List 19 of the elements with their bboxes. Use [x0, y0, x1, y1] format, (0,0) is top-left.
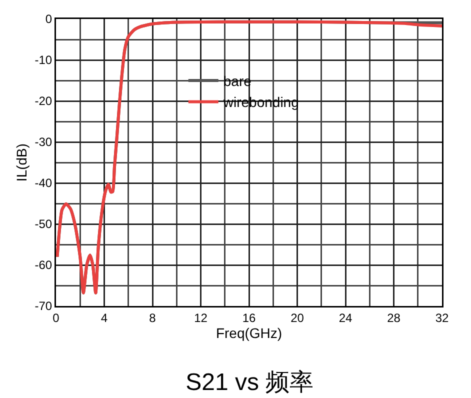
y-tick-label: -20	[34, 94, 52, 108]
x-tick-label: 20	[290, 310, 304, 325]
y-tick-label: -40	[34, 176, 52, 190]
x-tick-label: 4	[100, 310, 108, 325]
text: S21 vs 频率	[186, 369, 314, 396]
x-tick-label: 8	[149, 310, 156, 325]
y-tick-label: -70	[34, 299, 52, 314]
y-tick-label: -60	[34, 258, 52, 272]
y-axis-title: IL(dB)	[14, 143, 30, 182]
x-tick-label: 28	[387, 310, 401, 325]
x-tick-label: 12	[194, 310, 208, 325]
x-axis-title: Freq(GHz)	[216, 324, 282, 341]
x-tick-label: 16	[242, 310, 256, 325]
x-tick-label: 32	[435, 310, 449, 325]
y-tick-label: -50	[34, 217, 52, 232]
x-tick-label: 24	[338, 310, 352, 325]
y-tick-label: 0	[45, 12, 52, 26]
y-tick-label: -30	[34, 135, 52, 150]
y-tick-label: -10	[34, 53, 52, 68]
